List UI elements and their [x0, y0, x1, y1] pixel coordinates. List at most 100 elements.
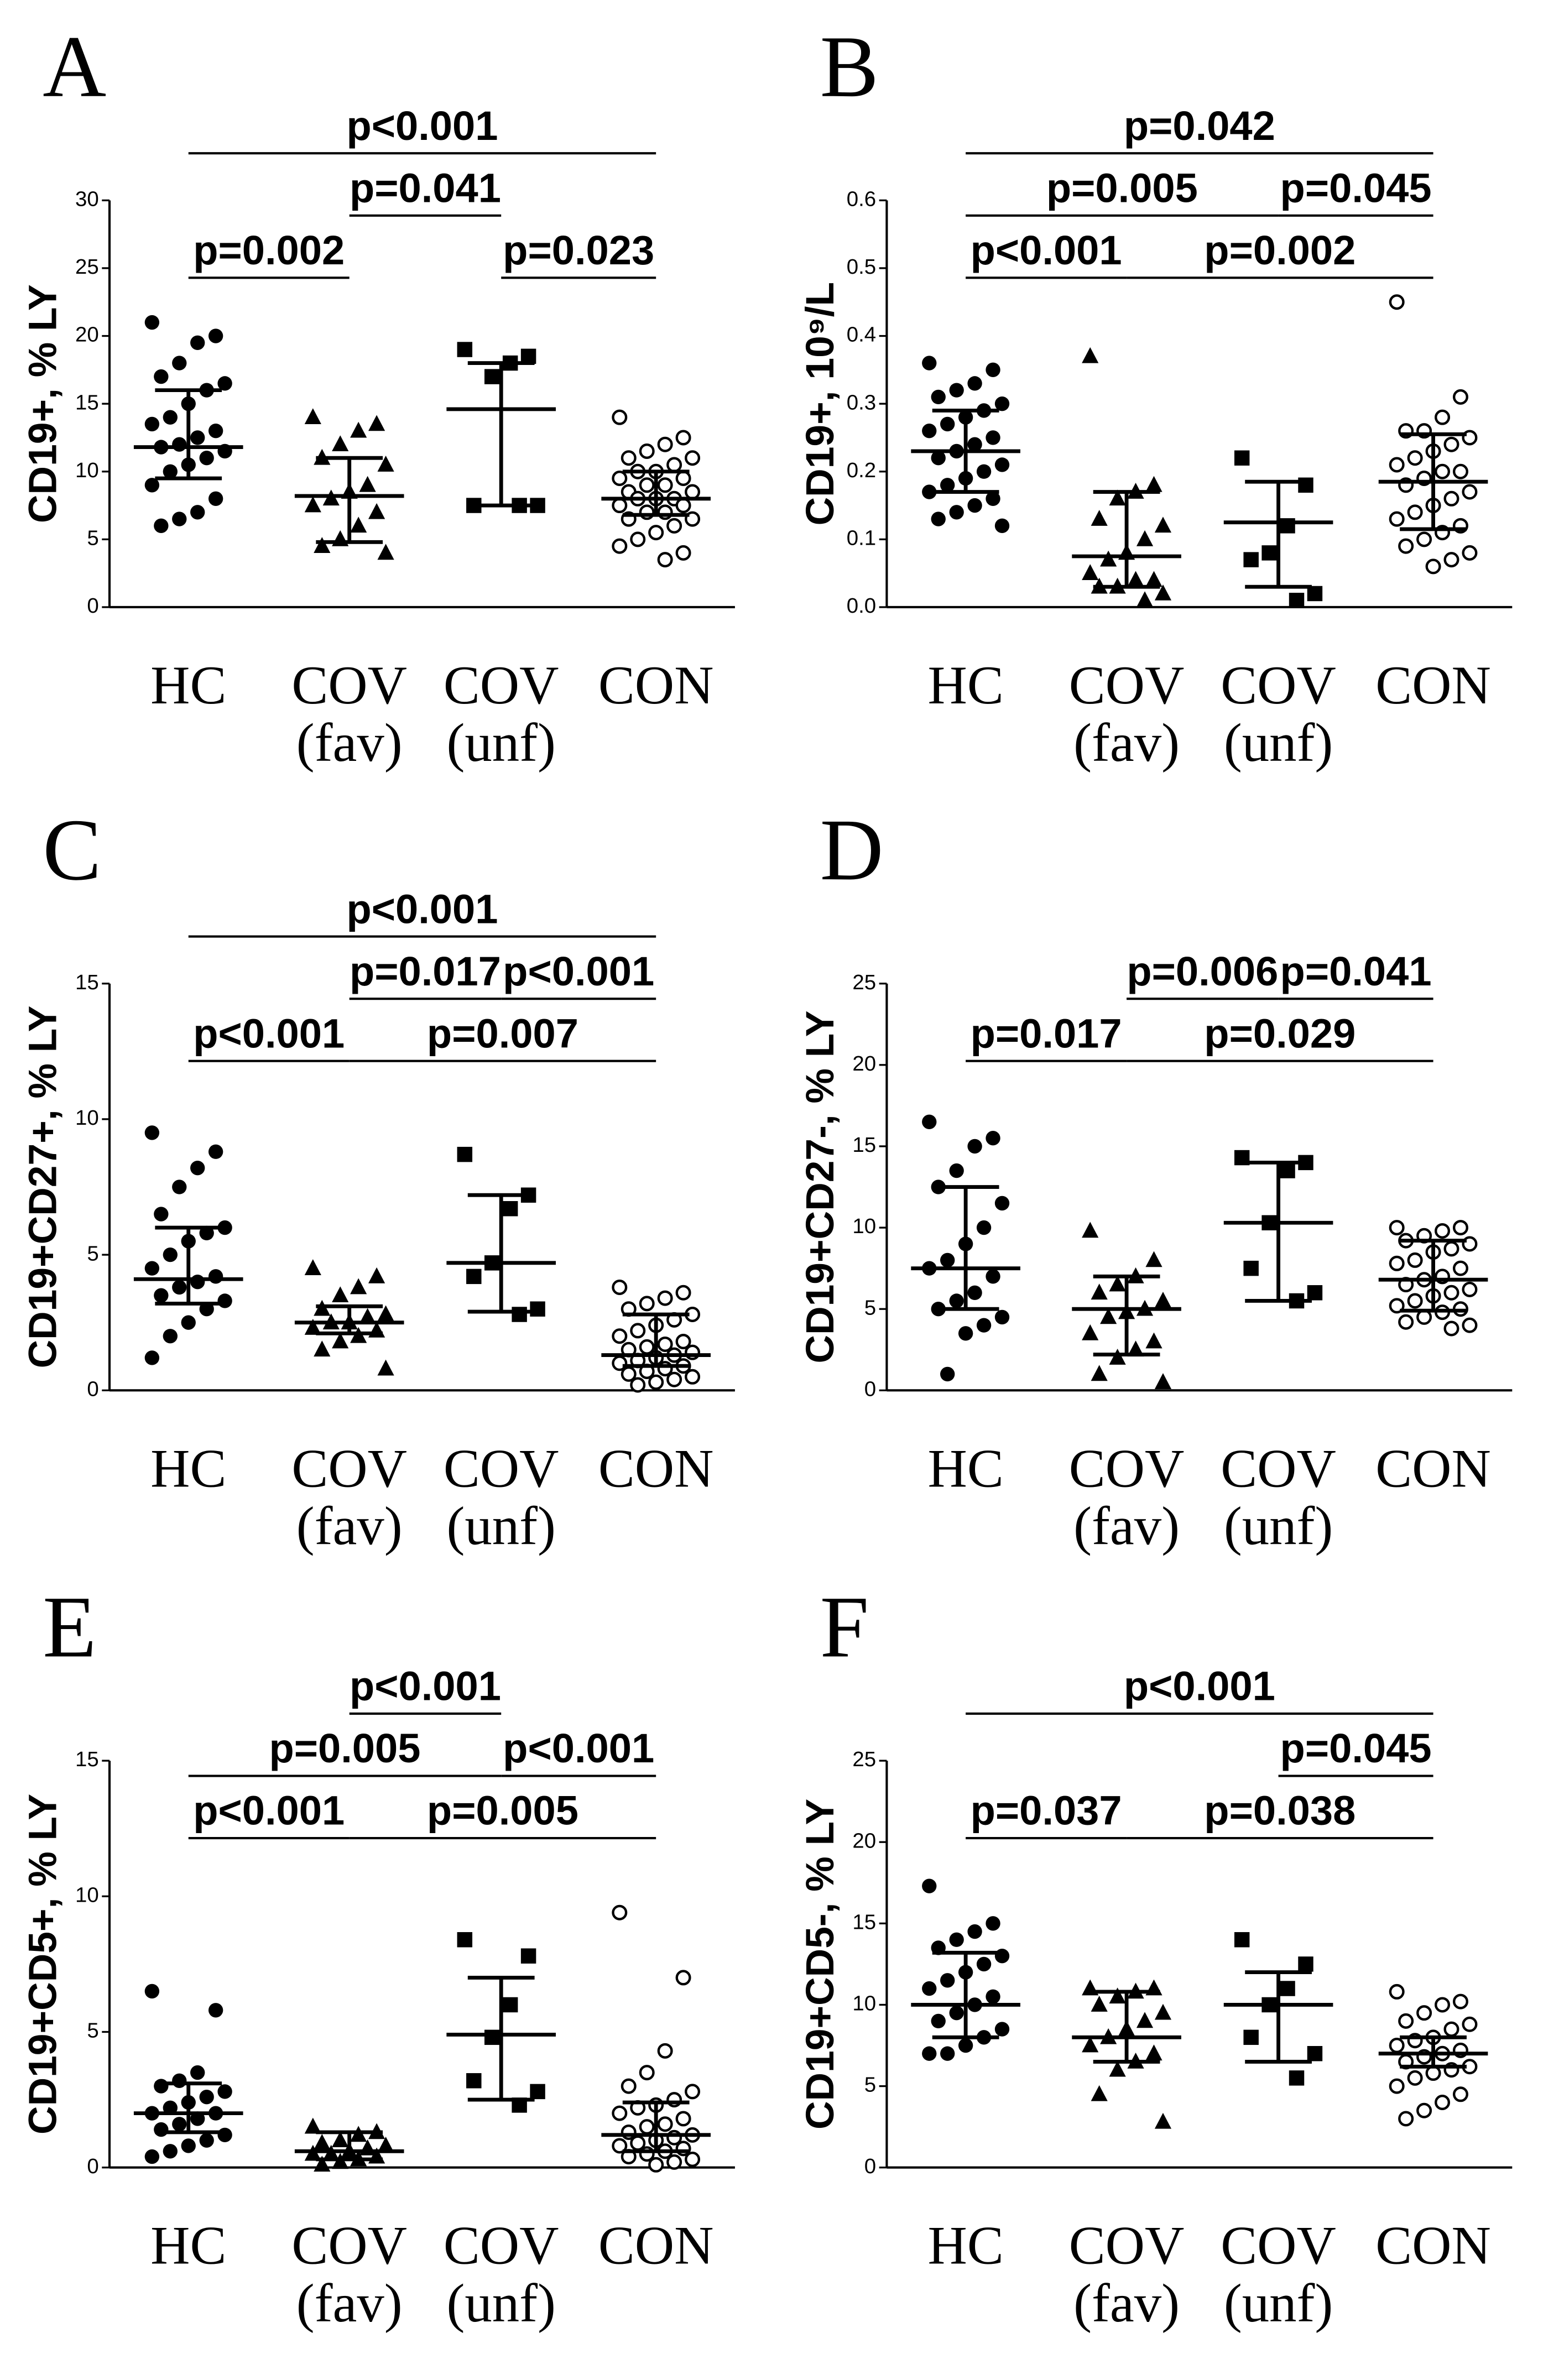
point [1145, 1251, 1162, 1267]
category-label: COV (unf) [444, 655, 559, 773]
panel: D CD19+CD27-, % LY 0 5 10 15 20 25 HC COV (fav) COV… [798, 801, 1513, 1556]
point [1398, 2013, 1414, 2029]
point [685, 1369, 701, 1385]
point [976, 464, 992, 479]
point [639, 2065, 655, 2081]
p-value: p=0.045 [1280, 1725, 1432, 1771]
p-value: p<0.001 [346, 886, 498, 932]
p-value: p=0.037 [971, 1788, 1122, 1834]
point [1091, 2085, 1108, 2101]
point [621, 1366, 637, 1382]
y-axis-label: CD19+CD5+, % LY [21, 1794, 65, 2134]
point [967, 498, 982, 513]
point [304, 1319, 321, 1335]
point [1407, 1293, 1423, 1309]
point [986, 362, 1000, 378]
p-value: p<0.001 [503, 948, 654, 994]
point [1261, 545, 1277, 561]
point [1443, 490, 1459, 507]
p-value: p<0.001 [350, 1663, 501, 1709]
y-tick-label: 30 [75, 187, 99, 211]
point [190, 1274, 205, 1290]
point [1452, 2086, 1468, 2102]
y-tick-label: 10 [75, 1106, 99, 1130]
point [484, 369, 500, 384]
point [144, 416, 160, 432]
point [466, 2073, 482, 2089]
y-tick-label: 10 [852, 1214, 876, 1238]
point [1443, 436, 1459, 452]
point [949, 505, 964, 520]
point [1091, 1283, 1108, 1300]
point [1234, 1932, 1250, 1948]
point [1091, 1365, 1108, 1381]
y-tick-label: 10 [75, 458, 99, 482]
y-tick-label: 5 [864, 1296, 876, 1319]
panel-letter: F [820, 1579, 869, 1676]
point [1389, 2038, 1405, 2054]
point [675, 498, 691, 514]
point [922, 484, 937, 499]
point [172, 356, 187, 370]
y-tick-label: 10 [75, 1883, 99, 1907]
point [994, 1309, 1010, 1325]
point [217, 2127, 232, 2143]
point [217, 1220, 232, 1235]
point [304, 496, 321, 513]
point [208, 328, 223, 343]
point [675, 1970, 691, 1986]
point [457, 1932, 473, 1948]
y-tick-label: 0.3 [847, 390, 876, 414]
point [199, 2133, 214, 2148]
point [976, 1220, 992, 1235]
p-value: p<0.001 [346, 103, 498, 149]
point [144, 315, 160, 330]
point [144, 2149, 160, 2164]
p-value: p=0.041 [1280, 948, 1432, 994]
point [1443, 1321, 1459, 1337]
category-label: HC [928, 1438, 1004, 1499]
y-axis-label: CD19+, % LY [21, 284, 65, 523]
point [630, 531, 646, 547]
panel-letter: D [820, 801, 884, 899]
point [1416, 2005, 1432, 2021]
point [1289, 2070, 1305, 2086]
point [949, 1293, 964, 1308]
category-label: HC [928, 2215, 1004, 2275]
category-label: COV (unf) [1221, 655, 1336, 773]
point [612, 538, 628, 554]
y-axis-label: CD19+, 10⁹/L [798, 282, 842, 525]
p-value: p=0.002 [193, 227, 345, 273]
point [666, 1371, 682, 1387]
point [949, 383, 964, 398]
point [1091, 510, 1108, 526]
category-label: COV (unf) [1221, 1438, 1336, 1556]
y-axis-label: CD19+CD27+, % LY [21, 1006, 65, 1369]
point [144, 478, 160, 493]
category-label: HC [150, 1438, 226, 1499]
point [172, 512, 187, 526]
y-tick-label: 20 [75, 323, 99, 347]
point [967, 1285, 982, 1300]
category-label: CON [1375, 655, 1491, 716]
point [1154, 1373, 1172, 1389]
point [1416, 1309, 1432, 1325]
category-label: CON [598, 2215, 714, 2275]
point [958, 2038, 973, 2053]
point [217, 376, 232, 391]
point [1109, 489, 1126, 506]
point [181, 2138, 196, 2153]
point [172, 2117, 187, 2132]
point [1398, 538, 1414, 554]
point [1389, 1255, 1405, 1271]
point [922, 424, 937, 439]
point [940, 1252, 955, 1268]
point [332, 2131, 349, 2148]
point [1462, 545, 1478, 561]
point [685, 2084, 701, 2100]
point [154, 369, 169, 384]
point [154, 2122, 169, 2137]
p-value: p<0.001 [193, 1010, 345, 1056]
point [931, 512, 946, 526]
point [648, 1374, 664, 1390]
